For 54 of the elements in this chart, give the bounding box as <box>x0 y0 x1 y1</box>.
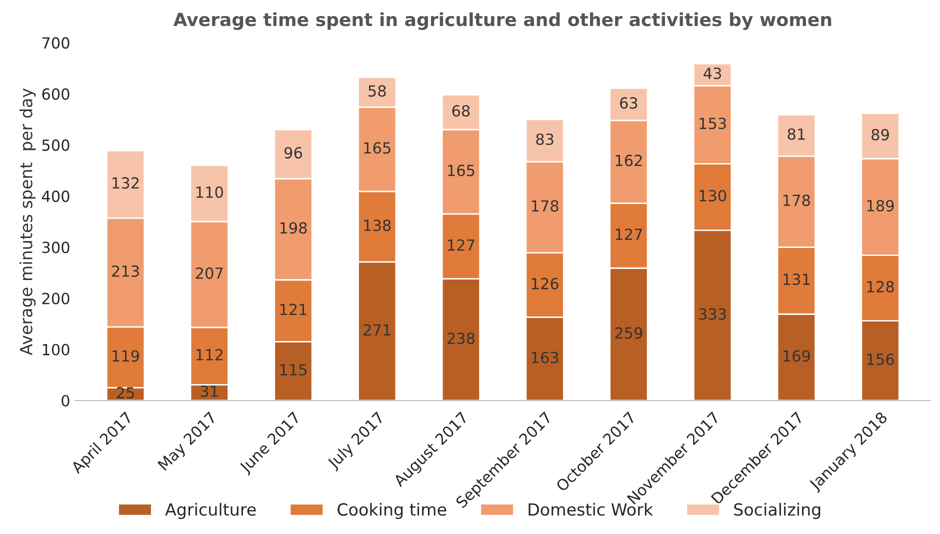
data-label: 127 <box>616 228 642 240</box>
data-label: 63 <box>620 97 638 109</box>
data-label: 89 <box>872 128 889 140</box>
data-label: 126 <box>532 278 558 290</box>
y-tick-label: 200 <box>42 292 70 304</box>
y-tick-label: 300 <box>42 242 70 254</box>
legend-label: Domestic Work <box>528 502 654 516</box>
y-tick-label: 400 <box>42 190 70 202</box>
data-label: 68 <box>452 105 470 117</box>
data-label: 165 <box>364 142 390 154</box>
data-label: 238 <box>448 332 475 344</box>
data-label: 259 <box>615 327 642 339</box>
data-label: 153 <box>700 118 726 130</box>
data-label: 127 <box>448 239 474 251</box>
data-label: 83 <box>536 133 554 146</box>
y-tick-label: 600 <box>42 88 70 100</box>
data-label: 58 <box>368 85 386 97</box>
data-label: 333 <box>699 308 726 320</box>
data-label: 128 <box>867 280 894 292</box>
data-label: 207 <box>196 267 223 279</box>
y-tick-label: 0 <box>62 394 70 407</box>
y-tick-label: 500 <box>42 139 70 151</box>
legend-label: Agriculture <box>165 502 256 519</box>
data-label: 163 <box>532 352 558 364</box>
data-label: 43 <box>704 68 722 80</box>
data-label: 81 <box>788 128 805 140</box>
chart-title: Average time spent in agriculture and other activities by women <box>173 12 832 30</box>
data-label: 156 <box>867 354 894 366</box>
data-label: 96 <box>284 147 302 159</box>
data-label: 213 <box>112 265 139 277</box>
legend-label: Socializing <box>734 502 820 519</box>
data-label: 178 <box>784 194 810 206</box>
data-label: 132 <box>112 177 139 189</box>
data-label: 121 <box>280 304 306 316</box>
data-label: 189 <box>867 200 894 212</box>
legend-label: Cooking time <box>338 502 446 519</box>
data-label: 271 <box>364 324 390 336</box>
data-label: 178 <box>532 200 558 212</box>
data-label: 31 <box>200 385 218 398</box>
data-label: 130 <box>700 190 726 202</box>
y-tick-label: 100 <box>42 344 70 356</box>
data-label: 165 <box>448 164 474 176</box>
data-label: 112 <box>196 348 222 360</box>
data-label: 162 <box>616 154 642 166</box>
data-label: 25 <box>116 386 134 399</box>
data-label: 138 <box>364 220 391 232</box>
data-label: 198 <box>280 222 307 234</box>
data-label: 131 <box>784 274 810 286</box>
y-tick-label: 700 <box>42 37 70 49</box>
y-axis-title: Average minutes spent per day <box>19 88 36 356</box>
data-label: 110 <box>196 186 223 198</box>
data-label: 119 <box>112 350 140 362</box>
data-label: 115 <box>280 364 306 376</box>
data-label: 169 <box>784 350 810 362</box>
